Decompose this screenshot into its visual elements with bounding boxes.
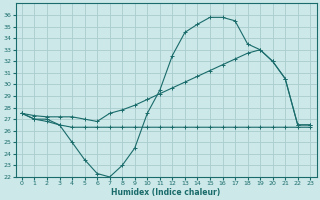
X-axis label: Humidex (Indice chaleur): Humidex (Indice chaleur) <box>111 188 221 197</box>
